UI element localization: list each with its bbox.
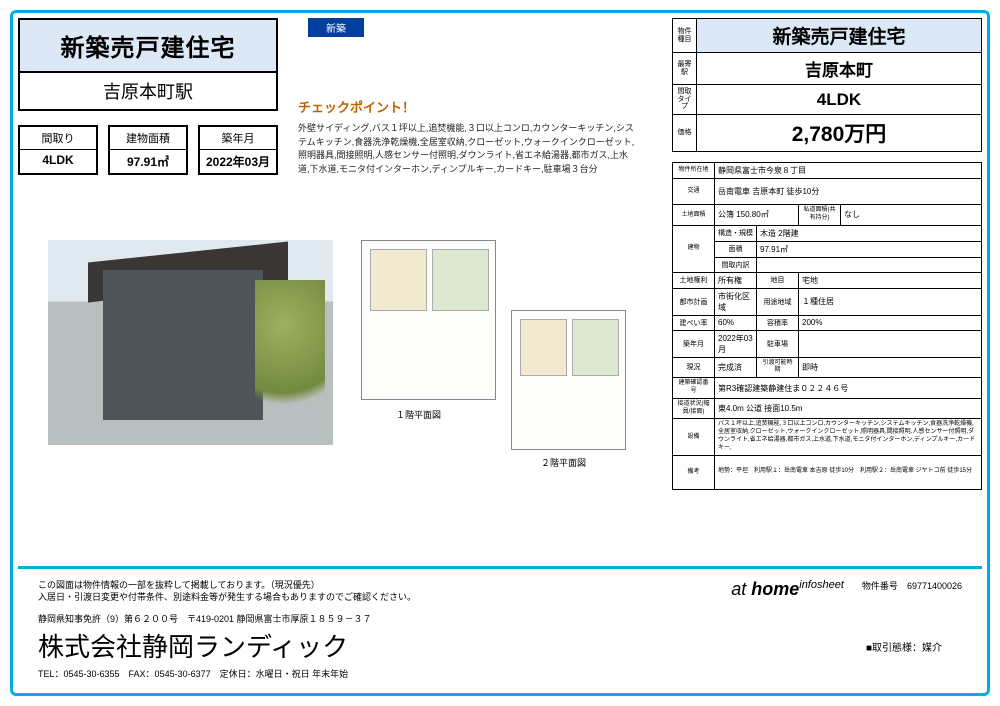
detail-address: 静岡県富士市今泉８丁目 — [715, 163, 982, 179]
company-block: 静岡県知事免許（9）第６２００号 〒419-0201 静岡県富士市厚原１８５９－… — [38, 612, 866, 680]
tree-shape — [255, 280, 325, 430]
title-box: 新築売戸建住宅 吉原本町駅 — [18, 18, 278, 111]
floorplan-2f — [511, 310, 626, 450]
summary-layout: 4LDK — [697, 85, 982, 115]
checkpoint-text: 外壁サイディング,バス１坪以上,追焚機能,３口以上コンロ,カウンターキッチン,シ… — [298, 122, 638, 176]
infosheet-label: infosheet — [799, 579, 844, 591]
spec-build-date: 築年月 2022年03月 — [198, 125, 278, 175]
floorplan-1f-label: １階平面図 — [396, 408, 441, 421]
footer-note: この図面は物件情報の一部を抜粋して掲載しております。（現況優先） 入居日・引渡日… — [38, 579, 711, 604]
detail-access: 岳南電車 吉原本町 徒歩10分 — [715, 179, 982, 205]
photo-area: １階平面図 ２階平面図 — [48, 240, 631, 500]
floorplan-1f — [361, 240, 496, 400]
footer-top-row: この図面は物件情報の一部を抜粋して掲載しております。（現況優先） 入居日・引渡日… — [38, 579, 962, 604]
footer: この図面は物件情報の一部を抜粋して掲載しております。（現況優先） 入居日・引渡日… — [18, 566, 982, 688]
athome-logo: at home — [731, 579, 799, 600]
spec-row: 間取り 4LDK 建物面積 97.91㎡ 築年月 2022年03月 — [18, 125, 278, 175]
right-column: 物件種目新築売戸建住宅 最寄駅吉原本町 間取タイプ4LDK 価格2,780万円 … — [672, 18, 982, 490]
new-badge: 新築 — [308, 18, 364, 37]
summary-price: 2,780万円 — [697, 115, 982, 152]
floorplan-box: １階平面図 ２階平面図 — [351, 240, 631, 500]
house-photo — [48, 240, 333, 445]
checkpoint-heading: チェックポイント！ — [298, 97, 638, 116]
summary-station: 吉原本町 — [697, 53, 982, 85]
summary-table: 物件種目新築売戸建住宅 最寄駅吉原本町 間取タイプ4LDK 価格2,780万円 — [672, 18, 982, 152]
detail-table: 物件所在地静岡県富士市今泉８丁目 交通岳南電車 吉原本町 徒歩10分 土地面積 … — [672, 162, 982, 490]
property-number: 物件番号 69771400026 — [862, 579, 962, 592]
company-name: 株式会社静岡ランディック — [38, 627, 866, 664]
spec-layout: 間取り 4LDK — [18, 125, 98, 175]
house-shape — [103, 270, 263, 420]
property-type-title: 新築売戸建住宅 — [20, 20, 276, 73]
spec-building-area: 建物面積 97.91㎡ — [108, 125, 188, 175]
company-contact: TEL：0545-30-6355 FAX：0545-30-6377 定休日：水曜… — [38, 667, 866, 680]
floorplan-2f-label: ２階平面図 — [541, 456, 586, 469]
footer-company-row: 静岡県知事免許（9）第６２００号 〒419-0201 静岡県富士市厚原１８５９－… — [38, 612, 962, 680]
license-text: 静岡県知事免許（9）第６２００号 〒419-0201 静岡県富士市厚原１８５９－… — [38, 612, 866, 625]
station-name: 吉原本町駅 — [20, 73, 276, 109]
content-area: 新築売戸建住宅 吉原本町駅 間取り 4LDK 建物面積 97.91㎡ 築年月 2… — [18, 18, 982, 688]
summary-type: 新築売戸建住宅 — [697, 19, 982, 53]
transaction-type: ■取引態様：媒介 — [866, 639, 942, 654]
